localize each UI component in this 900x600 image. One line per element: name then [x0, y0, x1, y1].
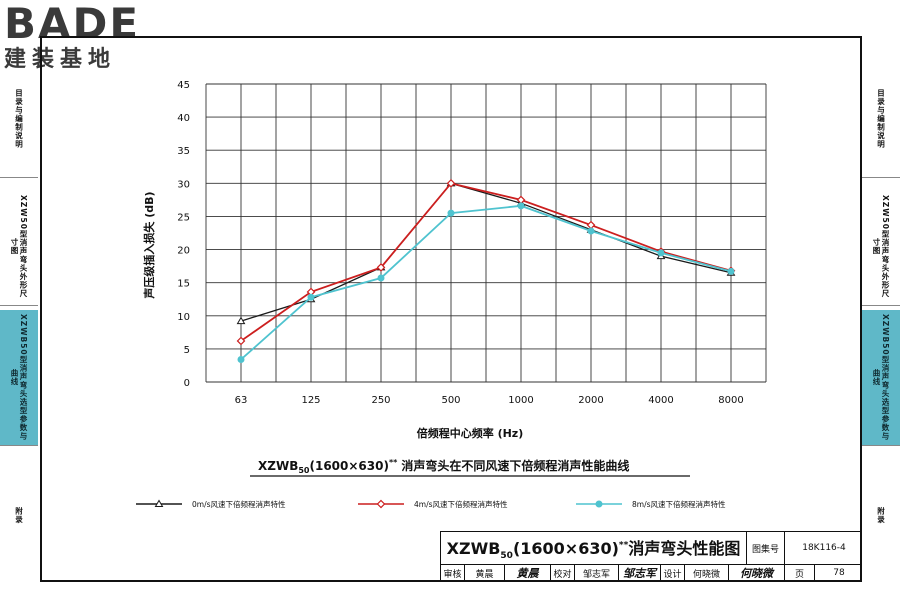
y-tick-label: 5 — [184, 345, 190, 356]
sidebar-right-item-selection[interactable]: XZWB50型消声弯头选型参数与曲线 — [862, 310, 900, 446]
data-point — [586, 220, 596, 230]
x-tick-label: 8000 — [718, 395, 743, 406]
data-point — [236, 316, 246, 325]
caption-subscript: 50 — [298, 466, 310, 475]
sidebar-right-item-appendix[interactable]: 附录 — [862, 490, 900, 540]
x-axis-label: 倍频程中心频率 (Hz) — [417, 426, 524, 440]
y-tick-label: 15 — [177, 279, 190, 290]
series-line — [240, 204, 732, 361]
drawing-title-size: (1600×630) — [512, 538, 619, 558]
y-tick-label: 10 — [177, 312, 190, 323]
y-axis-label: 声压级插入损失 (dB) — [142, 191, 156, 299]
chart-series — [236, 178, 736, 363]
title-block: XZWB50(1600×630)**消声弯头性能图 图集号 18K116-4 审… — [440, 531, 862, 582]
data-point — [727, 267, 735, 275]
drawing-title-main: XZWB — [446, 538, 501, 558]
reviewer-signature: 黄晨 — [505, 564, 551, 582]
sidebar-left-item-selection[interactable]: XZWB50型消声弯头选型参数与曲线 — [0, 310, 38, 446]
caption-size: (1600×630) — [309, 459, 388, 473]
drawing-title-sup: ** — [618, 540, 629, 551]
designer-signature: 何晓微 — [729, 564, 785, 582]
x-tick-label: 250 — [371, 395, 390, 406]
sidebar-right-label: XZW50型消声弯头外形尺寸图 — [872, 195, 890, 298]
sidebar-right-item-contents[interactable]: 目录与编制说明 — [862, 60, 900, 178]
sidebar-right-label: XZWB50型消声弯头选型参数与曲线 — [872, 314, 890, 441]
x-tick-label: 2000 — [578, 395, 603, 406]
caption-superscript: ** — [389, 458, 398, 467]
sidebar-left-item-contents[interactable]: 目录与编制说明 — [0, 60, 38, 178]
sidebar-right-item-dimensions[interactable]: XZW50型消声弯头外形尺寸图 — [862, 188, 900, 306]
y-tick-label: 25 — [177, 212, 190, 223]
logo-brand: BADE — [4, 0, 141, 48]
logo-subtitle: 建装基地 — [4, 47, 117, 72]
sidebar-left-label: 附录 — [14, 506, 24, 524]
drawing-title: XZWB50(1600×630)**消声弯头性能图 — [441, 532, 747, 564]
legend-label: 0m/s风速下倍频程消声特性 — [192, 499, 286, 509]
data-point — [587, 227, 595, 235]
y-tick-label: 35 — [177, 146, 190, 157]
checker-name: 邹志军 — [575, 564, 619, 582]
caption-rest: 消声弯头在不同风速下倍频程消声性能曲线 — [401, 458, 629, 473]
data-point — [657, 249, 665, 257]
chart-legend: 0m/s风速下倍频程消声特性 4m/s风速下倍频程消声特性 8m/s风速下倍频程消声… — [136, 499, 726, 509]
legend-marker — [154, 499, 164, 507]
bade-logo: BADE 建装基地 — [4, 2, 176, 86]
reviewer-name: 黄晨 — [465, 564, 505, 582]
y-tick-labels: 0 5 10 15 20 25 30 35 40 45 — [177, 80, 190, 389]
x-tick-label: 63 — [235, 395, 248, 406]
sidebar-left-label: XZWB50型消声弯头选型参数与曲线 — [10, 314, 28, 441]
review-label: 审核 — [441, 564, 465, 582]
legend-marker — [595, 500, 603, 508]
legend-marker — [376, 499, 386, 509]
y-tick-label: 0 — [184, 378, 190, 389]
sidebar-right-label: 目录与编制说明 — [876, 88, 886, 149]
legend-label: 4m/s风速下倍频程消声特性 — [414, 499, 508, 509]
data-point — [237, 355, 245, 363]
sidebar-left-item-dimensions[interactable]: XZW50型消声弯头外形尺寸图 — [0, 188, 38, 306]
atlas-label: 图集号 — [747, 532, 785, 564]
designer-name: 何晓微 — [685, 564, 729, 582]
x-tick-label: 125 — [301, 395, 320, 406]
legend-label: 8m/s风速下倍频程消声特性 — [632, 499, 726, 509]
chart-grid — [205, 83, 767, 383]
drawing-frame — [40, 36, 862, 582]
page-label: 页 — [785, 564, 815, 582]
svg-text:XZWB50(1600×630)**消声弯头在不同风速下倍频: XZWB50(1600×630)** 消声弯头在不同风速下倍频程消声性能曲线 — [258, 458, 629, 475]
check-label: 校对 — [551, 564, 575, 582]
y-tick-label: 40 — [177, 113, 190, 124]
data-point — [236, 336, 246, 346]
x-tick-label: 1000 — [508, 395, 533, 406]
sidebar-left-label: 目录与编制说明 — [14, 88, 24, 149]
series-2 — [237, 202, 735, 363]
atlas-number: 18K116-4 — [802, 543, 846, 553]
data-point — [307, 293, 315, 301]
checker-signature: 邹志军 — [619, 564, 661, 582]
x-tick-labels: 63 125 250 500 1000 2000 4000 8000 — [235, 395, 744, 406]
page-number: 78 — [833, 568, 845, 578]
y-tick-label: 20 — [177, 246, 190, 257]
data-point — [377, 274, 385, 282]
sidebar-left-label: XZW50型消声弯头外形尺寸图 — [10, 195, 28, 298]
series-line — [240, 182, 732, 342]
design-label: 设计 — [661, 564, 685, 582]
sidebar-left-item-appendix[interactable]: 附录 — [0, 490, 38, 540]
caption-main: XZWB — [258, 459, 298, 473]
x-tick-label: 4000 — [648, 395, 673, 406]
y-tick-label: 45 — [177, 80, 190, 91]
drawing-title-rest: 消声弯头性能图 — [628, 538, 741, 558]
data-point — [517, 202, 525, 210]
data-point — [447, 209, 455, 217]
data-point — [446, 178, 456, 188]
chart-caption: XZWB50(1600×630)** 消声弯头在不同风速下倍频程消声性能曲线 — [250, 458, 690, 477]
data-point — [376, 263, 386, 272]
sidebar-right-label: 附录 — [876, 506, 886, 524]
drawing-title-sub: 50 — [500, 551, 513, 562]
y-tick-label: 30 — [177, 179, 190, 190]
x-tick-label: 500 — [441, 395, 460, 406]
